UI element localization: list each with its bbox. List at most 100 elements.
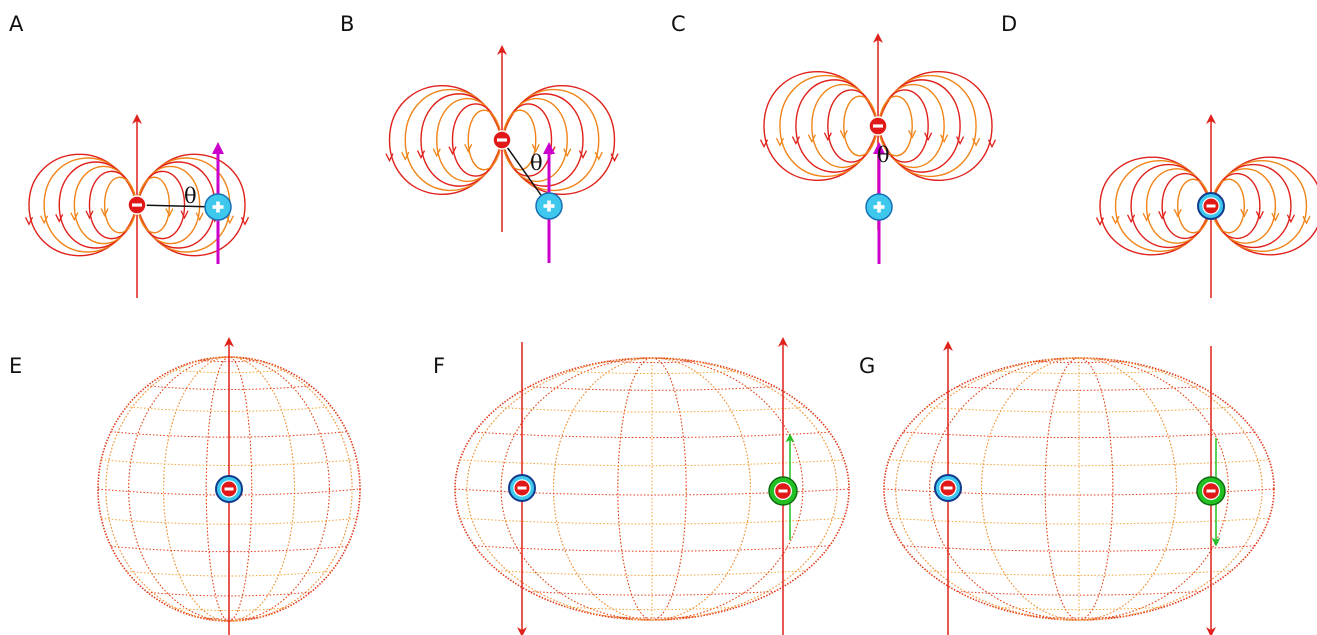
field-arrow: [839, 130, 848, 139]
panel-label-a: A: [9, 12, 24, 36]
field-line: [103, 176, 138, 234]
green-particle-f: [768, 476, 798, 506]
field-arrow: [464, 144, 473, 153]
bound-particle-d: [1197, 192, 1225, 220]
field-arrow: [940, 134, 949, 144]
mesh-parallel: [903, 431, 1255, 439]
field-arrow: [807, 134, 816, 144]
field-arrow: [1158, 211, 1167, 220]
panel-f: [454, 337, 850, 635]
field-line: [1145, 168, 1212, 244]
mesh-parallel: [566, 370, 738, 375]
field-arrow: [240, 216, 250, 226]
field-arrow: [1095, 217, 1105, 227]
panel-label-e: E: [9, 354, 22, 378]
field-arrow: [180, 210, 189, 220]
field-line: [877, 71, 993, 181]
theta-line-a: [136, 204, 218, 208]
field-line: [877, 74, 977, 178]
field-line: [779, 74, 879, 178]
field-arrow: [1302, 215, 1311, 225]
field-line: [388, 85, 503, 195]
field-line: [136, 153, 246, 257]
field-line: [136, 170, 186, 240]
mesh-parallel: [474, 545, 830, 552]
field-line: [795, 79, 879, 173]
dipole-field-c: [759, 33, 997, 230]
field-line: [58, 161, 138, 249]
panel-g: [883, 341, 1275, 635]
mesh-parallel: [97, 488, 361, 496]
panel-label-d: D: [1001, 12, 1017, 36]
field-arrow: [1111, 215, 1120, 225]
field-line: [827, 89, 879, 163]
mesh-parallel: [459, 459, 845, 467]
field-line: [451, 103, 503, 177]
mesh-parallel: [110, 431, 348, 438]
mesh-parallel: [110, 545, 348, 553]
field-arrow: [1126, 214, 1136, 224]
field-line: [1210, 178, 1246, 234]
field-arrow: [1142, 212, 1151, 222]
field-arrow: [924, 132, 933, 142]
field-line: [136, 165, 201, 245]
mesh-parallel: [888, 517, 1270, 525]
field-arrow: [531, 144, 540, 153]
field-arrow: [55, 214, 64, 223]
panel-label-g: G: [859, 354, 875, 378]
field-line: [1210, 160, 1308, 252]
field-arrow: [955, 136, 965, 145]
field-line: [763, 71, 879, 181]
theta-symbol-a: θ: [184, 184, 197, 208]
mesh-meridian: [1044, 357, 1114, 621]
panel-label-c: C: [671, 12, 686, 36]
mesh-meridian: [163, 356, 295, 622]
mesh-parallel: [497, 406, 807, 413]
field-line: [1210, 156, 1317, 256]
field-arrow: [791, 136, 801, 145]
electron-c: [868, 116, 888, 136]
field-arrow: [24, 216, 34, 226]
field-arrow: [563, 148, 572, 158]
field-arrow: [85, 210, 94, 220]
field-line: [501, 85, 616, 195]
mesh-parallel: [101, 517, 357, 525]
field-arrow: [775, 137, 785, 147]
field-arrow: [100, 208, 109, 217]
electron-cloud-mesh-g: [883, 357, 1275, 621]
field-arrow: [432, 148, 441, 158]
field-line: [843, 95, 879, 157]
field-line: [88, 170, 138, 240]
field-arrow: [987, 139, 997, 149]
field-arrow: [385, 153, 394, 163]
proton-b: [535, 192, 563, 220]
mesh-parallel: [566, 606, 738, 611]
field-line: [73, 165, 138, 245]
proton-c: [865, 193, 893, 221]
mesh-parallel: [994, 370, 1164, 375]
panel-c: θ: [759, 33, 997, 264]
field-line: [877, 95, 913, 157]
field-arrow: [195, 212, 204, 222]
field-line: [1114, 160, 1212, 252]
field-arrow: [823, 132, 832, 142]
mesh-parallel: [529, 590, 775, 596]
field-arrow: [70, 212, 79, 222]
field-arrow: [401, 151, 410, 161]
field-arrow: [759, 139, 769, 149]
panel-label-b: B: [340, 12, 354, 36]
field-arrow: [1286, 214, 1296, 224]
field-line: [1161, 173, 1212, 239]
mesh-parallel: [101, 459, 357, 466]
theta-symbol-c: θ: [877, 143, 890, 167]
electron-a: [127, 195, 147, 215]
panel-b: θ: [385, 45, 619, 263]
field-line: [877, 83, 945, 169]
mesh-meridian: [895, 357, 1263, 621]
panel-d: [1095, 114, 1317, 298]
field-arrow: [1173, 208, 1182, 218]
electron-b: [492, 130, 512, 150]
field-arrow: [1271, 212, 1280, 222]
field-line: [436, 97, 503, 183]
